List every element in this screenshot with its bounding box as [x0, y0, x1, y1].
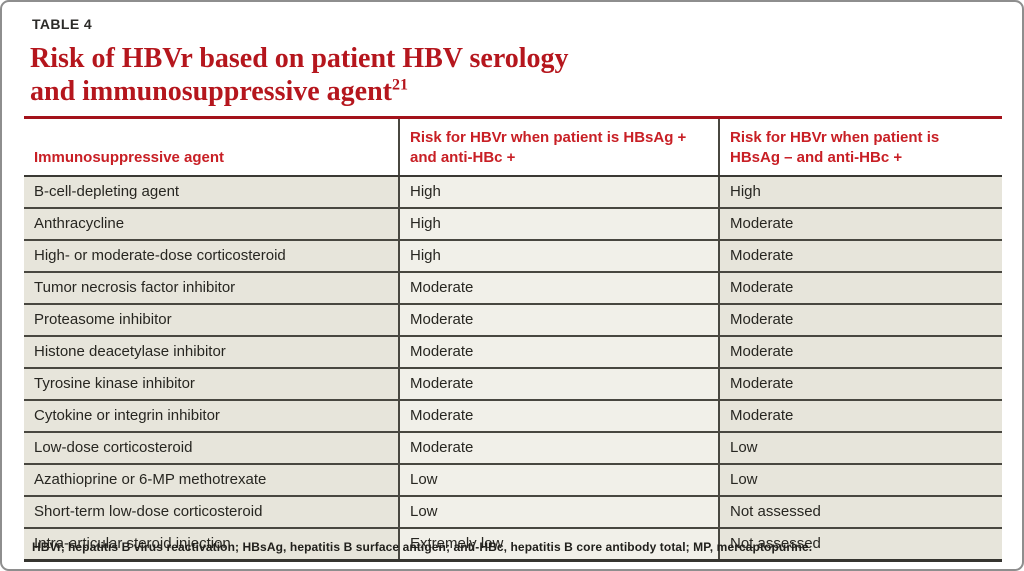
cell-agent: Low-dose corticosteroid [24, 431, 399, 464]
cell-risk-hbsag-negative: Moderate [718, 303, 1002, 336]
cell-risk-hbsag-positive: Extremely low [398, 527, 719, 561]
table-row: Short-term low-dose corticosteroid Low Not… [24, 495, 1002, 528]
cell-risk-hbsag-negative: Not assessed [718, 527, 1002, 561]
citation-superscript: 21 [392, 76, 409, 94]
cell-agent: Intra-articular steroid injection [24, 527, 399, 561]
cell-risk-hbsag-positive: High [398, 239, 719, 272]
title-line-1: Risk of HBVr based on patient HBV serolo… [30, 43, 569, 74]
table-row: Intra-articular steroid injection Extreme… [24, 527, 1002, 561]
cell-risk-hbsag-negative: Low [718, 431, 1002, 464]
header-risk-hbsag-positive: Risk for HBVr when patient is HBsAg + an… [398, 117, 719, 177]
cell-risk-hbsag-negative: Moderate [718, 399, 1002, 432]
table-row: Anthracycline High Moderate [24, 207, 1002, 240]
risk-table: Immunosuppressive agent Risk for HBVr wh… [24, 116, 1002, 562]
cell-risk-hbsag-negative: Moderate [718, 271, 1002, 304]
cell-risk-hbsag-negative: Moderate [718, 335, 1002, 368]
table-row: Proteasome inhibitor Moderate Moderate [24, 303, 1002, 336]
header-row: Immunosuppressive agent Risk for HBVr wh… [24, 117, 1002, 177]
header-risk-hbsag-negative: Risk for HBVr when patient is HBsAg – an… [718, 117, 1002, 177]
table-row: Azathioprine or 6-MP methotrexate Low Low [24, 463, 1002, 496]
table-row: Tyrosine kinase inhibitor Moderate Moderat… [24, 367, 1002, 400]
cell-risk-hbsag-negative: Moderate [718, 239, 1002, 272]
cell-risk-hbsag-positive: Moderate [398, 335, 719, 368]
cell-risk-hbsag-positive: Moderate [398, 271, 719, 304]
title-line-2: and immunosuppressive agent [30, 76, 393, 107]
risk-table-container: Immunosuppressive agent Risk for HBVr wh… [24, 116, 1002, 562]
cell-risk-hbsag-negative: Moderate [718, 207, 1002, 240]
cell-risk-hbsag-negative: Low [718, 463, 1002, 496]
cell-risk-hbsag-negative: Not assessed [718, 495, 1002, 528]
cell-agent: Tumor necrosis factor inhibitor [24, 271, 399, 304]
cell-agent: Short-term low-dose corticosteroid [24, 495, 399, 528]
page-title: Risk of HBVr based on patient HBV serolo… [30, 42, 569, 108]
cell-risk-hbsag-positive: High [398, 207, 719, 240]
cell-risk-hbsag-positive: Moderate [398, 399, 719, 432]
cell-agent: Proteasome inhibitor [24, 303, 399, 336]
cell-agent: Azathioprine or 6-MP methotrexate [24, 463, 399, 496]
table-number-label: TABLE 4 [32, 16, 93, 32]
cell-agent: Histone deacetylase inhibitor [24, 335, 399, 368]
footnote-abbreviations: HBVr, hepatitis B virus reactivation; HB… [32, 540, 813, 554]
cell-risk-hbsag-positive: Low [398, 495, 719, 528]
header-agent: Immunosuppressive agent [24, 117, 399, 177]
table-row: Cytokine or integrin inhibitor Moderate Mo… [24, 399, 1002, 432]
cell-risk-hbsag-negative: High [718, 176, 1002, 208]
cell-risk-hbsag-positive: Low [398, 463, 719, 496]
table-body: B-cell-depleting agent High High Anthracycl… [24, 176, 1002, 561]
cell-agent: Tyrosine kinase inhibitor [24, 367, 399, 400]
cell-agent: B-cell-depleting agent [24, 176, 399, 208]
cell-risk-hbsag-positive: Moderate [398, 303, 719, 336]
cell-agent: High- or moderate-dose corticosteroid [24, 239, 399, 272]
table-header: Immunosuppressive agent Risk for HBVr wh… [24, 117, 1002, 177]
table-row: Tumor necrosis factor inhibitor Moderate M… [24, 271, 1002, 304]
cell-risk-hbsag-positive: High [398, 176, 719, 208]
table-row: Histone deacetylase inhibitor Moderate Mod… [24, 335, 1002, 368]
cell-agent: Cytokine or integrin inhibitor [24, 399, 399, 432]
table-row: High- or moderate-dose corticosteroid Hig… [24, 239, 1002, 272]
cell-agent: Anthracycline [24, 207, 399, 240]
cell-risk-hbsag-negative: Moderate [718, 367, 1002, 400]
table-row: Low-dose corticosteroid Moderate Low [24, 431, 1002, 464]
cell-risk-hbsag-positive: Moderate [398, 431, 719, 464]
cell-risk-hbsag-positive: Moderate [398, 367, 719, 400]
table-row: B-cell-depleting agent High High [24, 176, 1002, 208]
